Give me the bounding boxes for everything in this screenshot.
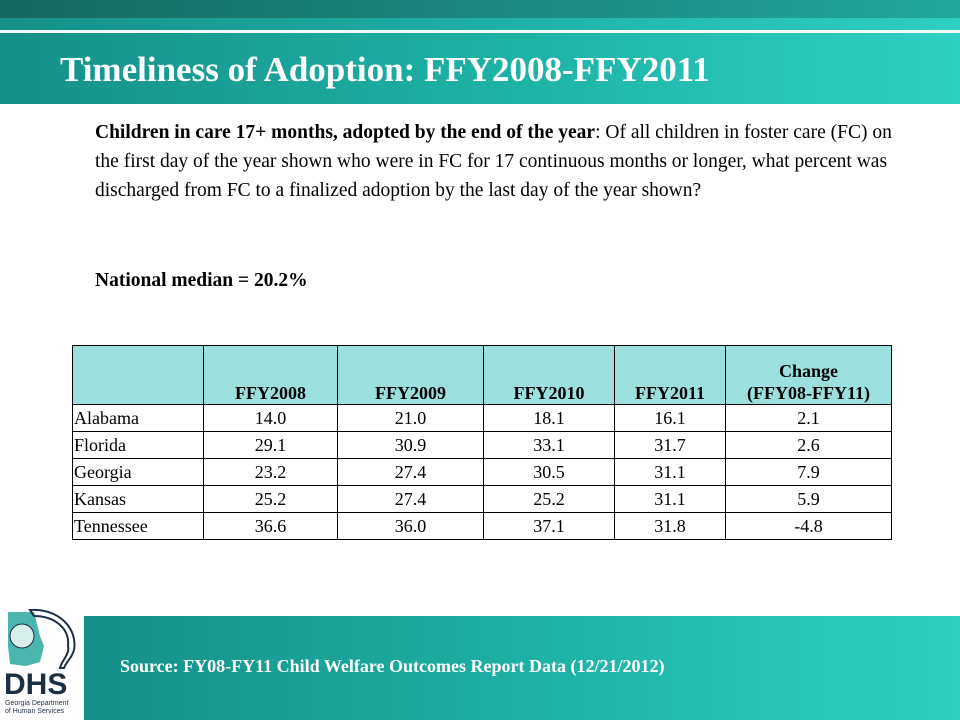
change-cell: -4.8: [725, 512, 892, 540]
state-cell: Alabama: [72, 404, 204, 432]
source-note: Source: FY08-FY11 Child Welfare Outcomes…: [120, 656, 665, 676]
description: Children in care 17+ months, adopted by …: [95, 118, 895, 205]
footer-band: [84, 616, 960, 720]
header-change: Change (FFY08-FFY11): [725, 345, 892, 405]
value-cell: 18.1: [483, 404, 615, 432]
logo-subtitle-line1: Georgia Department: [5, 700, 69, 707]
logo-subtitle-line2: of Human Services: [5, 708, 65, 715]
header-ffy2010: FFY2010: [483, 345, 615, 405]
state-cell: Tennessee: [72, 512, 204, 540]
value-cell: 31.8: [614, 512, 726, 540]
change-cell: 2.1: [725, 404, 892, 432]
table-header-row: FFY2008 FFY2009 FFY2010 FFY2011 Change (F…: [72, 345, 892, 405]
description-body: : Of all children in foster care (FC) on…: [95, 122, 892, 201]
value-cell: 21.0: [337, 404, 484, 432]
table-row: Alabama 14.0 21.0 18.1 16.1 2.1: [72, 404, 892, 432]
value-cell: 31.1: [614, 485, 726, 513]
value-cell: 37.1: [483, 512, 615, 540]
header-change-line2: (FFY08-FFY11): [747, 383, 870, 403]
value-cell: 25.2: [203, 485, 338, 513]
value-cell: 27.4: [337, 458, 484, 486]
header-state: [72, 345, 204, 405]
value-cell: 30.9: [337, 431, 484, 459]
value-cell: 36.0: [337, 512, 484, 540]
value-cell: 27.4: [337, 485, 484, 513]
national-median: National median = 20.2%: [95, 270, 308, 291]
logo-subtitle: Georgia Department of Human Services: [5, 700, 83, 716]
table-row: Georgia 23.2 27.4 30.5 31.1 7.9: [72, 458, 892, 486]
georgia-dhs-logo-icon: [8, 608, 76, 669]
header-accent-strip: [0, 0, 960, 18]
value-cell: 30.5: [483, 458, 615, 486]
value-cell: 25.2: [483, 485, 615, 513]
header-ffy2011: FFY2011: [614, 345, 726, 405]
table-row: Tennessee 36.6 36.0 37.1 31.8 -4.8: [72, 512, 892, 540]
header-divider: [0, 30, 960, 33]
state-cell: Florida: [72, 431, 204, 459]
header-change-line1: Change: [778, 361, 838, 381]
value-cell: 31.1: [614, 458, 726, 486]
table-row: Kansas 25.2 27.4 25.2 31.1 5.9: [72, 485, 892, 513]
table-row: Florida 29.1 30.9 33.1 31.7 2.6: [72, 431, 892, 459]
description-lead: Children in care 17+ months, adopted by …: [95, 122, 596, 143]
value-cell: 29.1: [203, 431, 338, 459]
value-cell: 33.1: [483, 431, 615, 459]
header-ffy2008: FFY2008: [203, 345, 338, 405]
change-cell: 2.6: [725, 431, 892, 459]
value-cell: 16.1: [614, 404, 726, 432]
logo-wordmark: DHS: [4, 668, 68, 701]
state-cell: Georgia: [72, 458, 204, 486]
adoption-table: FFY2008 FFY2009 FFY2010 FFY2011 Change (F…: [72, 345, 892, 540]
value-cell: 36.6: [203, 512, 338, 540]
state-cell: Kansas: [72, 485, 204, 513]
header-ffy2009: FFY2009: [337, 345, 484, 405]
change-cell: 5.9: [725, 485, 892, 513]
slide-title: Timeliness of Adoption: FFY2008-FFY2011: [60, 50, 710, 89]
change-cell: 7.9: [725, 458, 892, 486]
value-cell: 14.0: [203, 404, 338, 432]
value-cell: 31.7: [614, 431, 726, 459]
value-cell: 23.2: [203, 458, 338, 486]
